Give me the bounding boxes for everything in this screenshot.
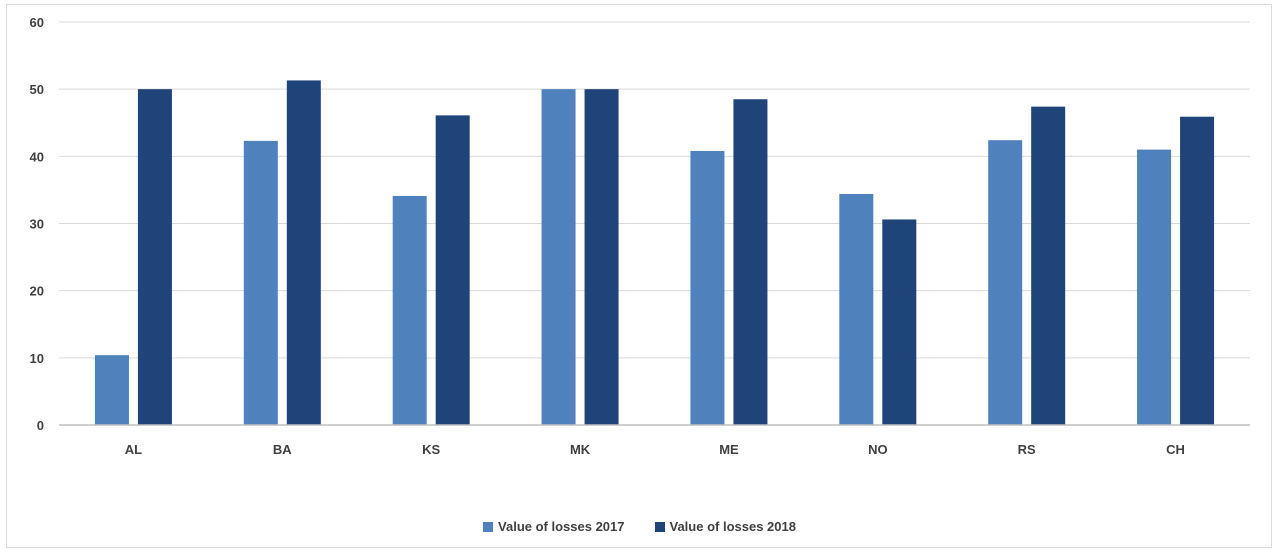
bar-rs-series-0 bbox=[988, 140, 1023, 426]
x-tick-label-mk: MK bbox=[570, 442, 591, 457]
y-tick-label-20: 20 bbox=[30, 284, 44, 299]
legend: Value of losses 2017 Value of losses 201… bbox=[0, 519, 1279, 534]
bar-ch-series-0 bbox=[1137, 149, 1172, 425]
y-axis-tick-labels: 0 10 20 30 40 50 60 bbox=[30, 15, 44, 433]
bar-ks-series-1 bbox=[435, 115, 470, 425]
bar-al-series-0 bbox=[94, 355, 129, 425]
bar-al-series-1 bbox=[137, 89, 172, 426]
x-tick-label-ch: CH bbox=[1166, 442, 1185, 457]
x-tick-label-no: NO bbox=[868, 442, 888, 457]
y-tick-label-10: 10 bbox=[30, 351, 44, 366]
legend-swatch-2017 bbox=[483, 521, 494, 532]
bar-me-series-0 bbox=[690, 150, 725, 425]
legend-item-2017: Value of losses 2017 bbox=[483, 519, 625, 534]
bar-ba-series-0 bbox=[243, 140, 278, 425]
y-tick-label-50: 50 bbox=[30, 82, 44, 97]
x-axis-tick-labels: AL BA KS MK ME NO RS CH bbox=[125, 442, 1185, 457]
x-tick-label-ba: BA bbox=[273, 442, 292, 457]
y-tick-label-30: 30 bbox=[30, 217, 44, 232]
y-tick-label-40: 40 bbox=[30, 149, 44, 164]
x-tick-label-rs: RS bbox=[1018, 442, 1036, 457]
bar-me-series-1 bbox=[733, 99, 768, 425]
bar-ba-series-1 bbox=[286, 80, 321, 425]
legend-label-2018: Value of losses 2018 bbox=[669, 519, 796, 534]
bar-ks-series-0 bbox=[392, 195, 427, 425]
x-tick-label-me: ME bbox=[719, 442, 739, 457]
y-tick-label-0: 0 bbox=[37, 418, 44, 433]
gridlines bbox=[59, 21, 1250, 359]
legend-swatch-2018 bbox=[654, 521, 665, 532]
x-tick-label-ks: KS bbox=[422, 442, 440, 457]
legend-label-2017: Value of losses 2017 bbox=[498, 519, 625, 534]
bar-no-series-0 bbox=[839, 193, 874, 425]
bar-mk-series-1 bbox=[584, 89, 619, 426]
y-tick-label-60: 60 bbox=[30, 15, 44, 30]
bars bbox=[94, 80, 1215, 426]
bar-rs-series-1 bbox=[1031, 106, 1066, 425]
bar-mk-series-0 bbox=[541, 89, 576, 426]
x-tick-label-al: AL bbox=[125, 442, 142, 457]
legend-item-2018: Value of losses 2018 bbox=[654, 519, 796, 534]
bar-no-series-1 bbox=[882, 219, 917, 425]
bar-ch-series-1 bbox=[1180, 116, 1215, 425]
